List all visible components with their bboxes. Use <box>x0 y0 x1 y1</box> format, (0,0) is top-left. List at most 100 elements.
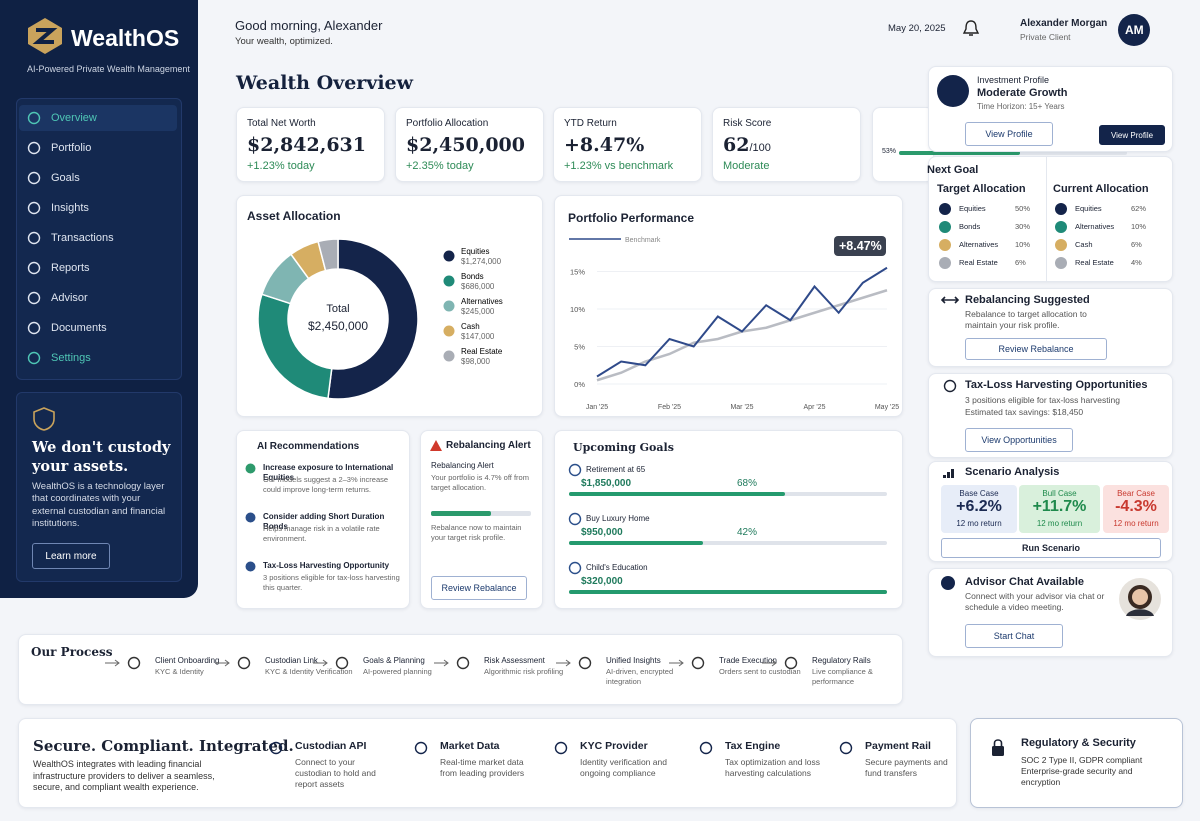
allocation-pct: 10% <box>1131 222 1147 231</box>
allocation-pct: 62% <box>1131 204 1147 213</box>
icon <box>27 261 41 275</box>
date: May 20, 2025 <box>888 23 946 34</box>
goal-amount: $950,000 <box>581 527 623 538</box>
performance-chart: Benchmark 0% 5% 10% 15% Jan '25 Feb '25 Mar '25… <box>569 237 899 411</box>
avatar: AM <box>1118 14 1150 46</box>
nav-item[interactable]: Overview <box>51 112 97 124</box>
nav-item[interactable]: Portfolio <box>51 142 92 154</box>
stat-label: Portfolio Allocation <box>406 118 489 129</box>
legend-value: $1,274,000 <box>461 257 502 266</box>
legend-name: Alternatives <box>461 297 503 306</box>
rec-title: Tax-Loss Harvesting Opportunity <box>263 561 390 570</box>
advisor-card: Advisor Chat Available Connect with your … <box>928 568 1173 657</box>
integration-title: Market Data <box>440 740 500 752</box>
case-name: Bear Case <box>1117 489 1155 498</box>
icon <box>456 656 470 670</box>
chart-icon <box>943 469 954 478</box>
step-title: Custodian Link <box>265 656 318 665</box>
icon-shape <box>27 351 41 365</box>
series-line <box>596 289 888 382</box>
icon-shape <box>568 463 582 477</box>
goal-amount: $1,850,000 <box>581 478 632 489</box>
button[interactable]: Learn more <box>32 543 110 569</box>
stat-card: Portfolio Allocation $2,450,000 +2.35% tod… <box>395 107 544 182</box>
recommendations-card: AI Recommendations Increase exposure to I… <box>236 430 410 609</box>
icon <box>943 379 957 393</box>
icon <box>27 201 41 215</box>
bell <box>962 20 980 36</box>
integration-text: Tax optimization and loss harvesting cal… <box>725 757 820 779</box>
y-tick-label: 0% <box>574 380 585 389</box>
warning <box>430 440 442 451</box>
card-text: Estimated tax savings: $18,450 <box>965 407 1084 417</box>
photo-face <box>1132 589 1148 605</box>
stat-card: Total Net Worth $2,842,631 +1.23% today <box>236 107 385 182</box>
x-tick-label: Jan '25 <box>586 404 608 411</box>
card-title: Portfolio Performance <box>568 211 695 225</box>
stat-card: YTD Return +8.47% +1.23% vs benchmark <box>553 107 702 182</box>
nav-item[interactable]: Documents <box>51 322 107 334</box>
allocation-dot <box>939 221 951 233</box>
goal-name: Retirement at 65 <box>586 465 646 474</box>
case-value: +6.2% <box>956 498 1002 515</box>
photo-body <box>1126 609 1154 616</box>
case-value: +11.7% <box>1032 498 1087 515</box>
next-goal-bar <box>899 151 1020 155</box>
chart-icon-bar <box>943 475 946 478</box>
nav-item[interactable]: Transactions <box>51 232 114 244</box>
button[interactable]: Review Rebalance <box>431 576 527 600</box>
donut: Equities$1,274,000 Bonds$686,000 Alternati… <box>257 238 503 400</box>
nav-item[interactable]: Advisor <box>51 292 88 304</box>
card-text: Connect with your advisor via chat or sc… <box>965 591 1105 613</box>
stat-value-row: $2,842,631 <box>247 134 366 156</box>
lock-body <box>992 746 1004 756</box>
icon-shape <box>27 261 41 275</box>
icon-shape <box>127 656 141 670</box>
button[interactable]: Start Chat <box>965 624 1063 648</box>
donut-center-value: $2,450,000 <box>307 319 369 333</box>
profile-card: Investment Profile Moderate Growth Time Ho… <box>928 66 1173 152</box>
y-tick-label: 15% <box>570 268 585 277</box>
allocation-dot <box>1055 221 1067 233</box>
icon-shape <box>27 171 41 185</box>
step-title: Unified Insights <box>606 656 661 665</box>
card-title: Rebalancing Suggested <box>965 294 1090 306</box>
step-text: Algorithmic risk profiling <box>484 667 564 676</box>
step-title: Goals & Planning <box>363 656 425 665</box>
button[interactable]: Review Rebalance <box>965 338 1107 360</box>
nav-item[interactable]: Settings <box>51 352 91 364</box>
stat-change: Moderate <box>723 160 770 172</box>
allocation-pct: 6% <box>1131 240 1142 249</box>
nav-item[interactable]: Reports <box>51 262 90 274</box>
legend-value: $98,000 <box>461 357 490 366</box>
profile-value: Moderate Growth <box>977 87 1068 99</box>
donut-segment <box>317 238 339 272</box>
profile-horizon: Time Horizon: 15+ Years <box>977 102 1065 111</box>
step-text: Live compliance & performance <box>812 667 873 686</box>
sidebar: WealthOS AI-Powered Private Wealth Manage… <box>0 0 198 598</box>
case-value: -4.3% <box>1115 498 1157 515</box>
icon <box>568 561 582 575</box>
button[interactable]: Run Scenario <box>941 538 1161 558</box>
nav-item[interactable]: Insights <box>51 202 89 214</box>
button[interactable]: View Profile <box>965 122 1053 146</box>
button[interactable]: View Opportunities <box>965 428 1073 452</box>
stat-value-row: 62/100 <box>723 134 771 156</box>
icon-shape <box>27 111 41 125</box>
nav-item[interactable]: Goals <box>51 172 80 184</box>
goal-pct: 42% <box>737 527 758 538</box>
icon-shape <box>839 741 853 755</box>
lock-icon <box>992 739 1004 756</box>
step-title: Trade Execution <box>719 656 777 665</box>
allocation-name: Alternatives <box>1075 222 1115 231</box>
button[interactable]: View Profile <box>1099 125 1165 145</box>
icon-shape <box>568 512 582 526</box>
icon-shape <box>237 656 251 670</box>
icon-shape <box>335 656 349 670</box>
goal-name: Buy Luxury Home <box>586 514 650 523</box>
icon <box>568 463 582 477</box>
rebalancing-alert-card: Rebalancing Alert Rebalancing Alert Your p… <box>420 430 543 609</box>
legend-value: $147,000 <box>461 332 495 341</box>
icon <box>27 231 41 245</box>
allocation-name: Bonds <box>959 222 981 231</box>
